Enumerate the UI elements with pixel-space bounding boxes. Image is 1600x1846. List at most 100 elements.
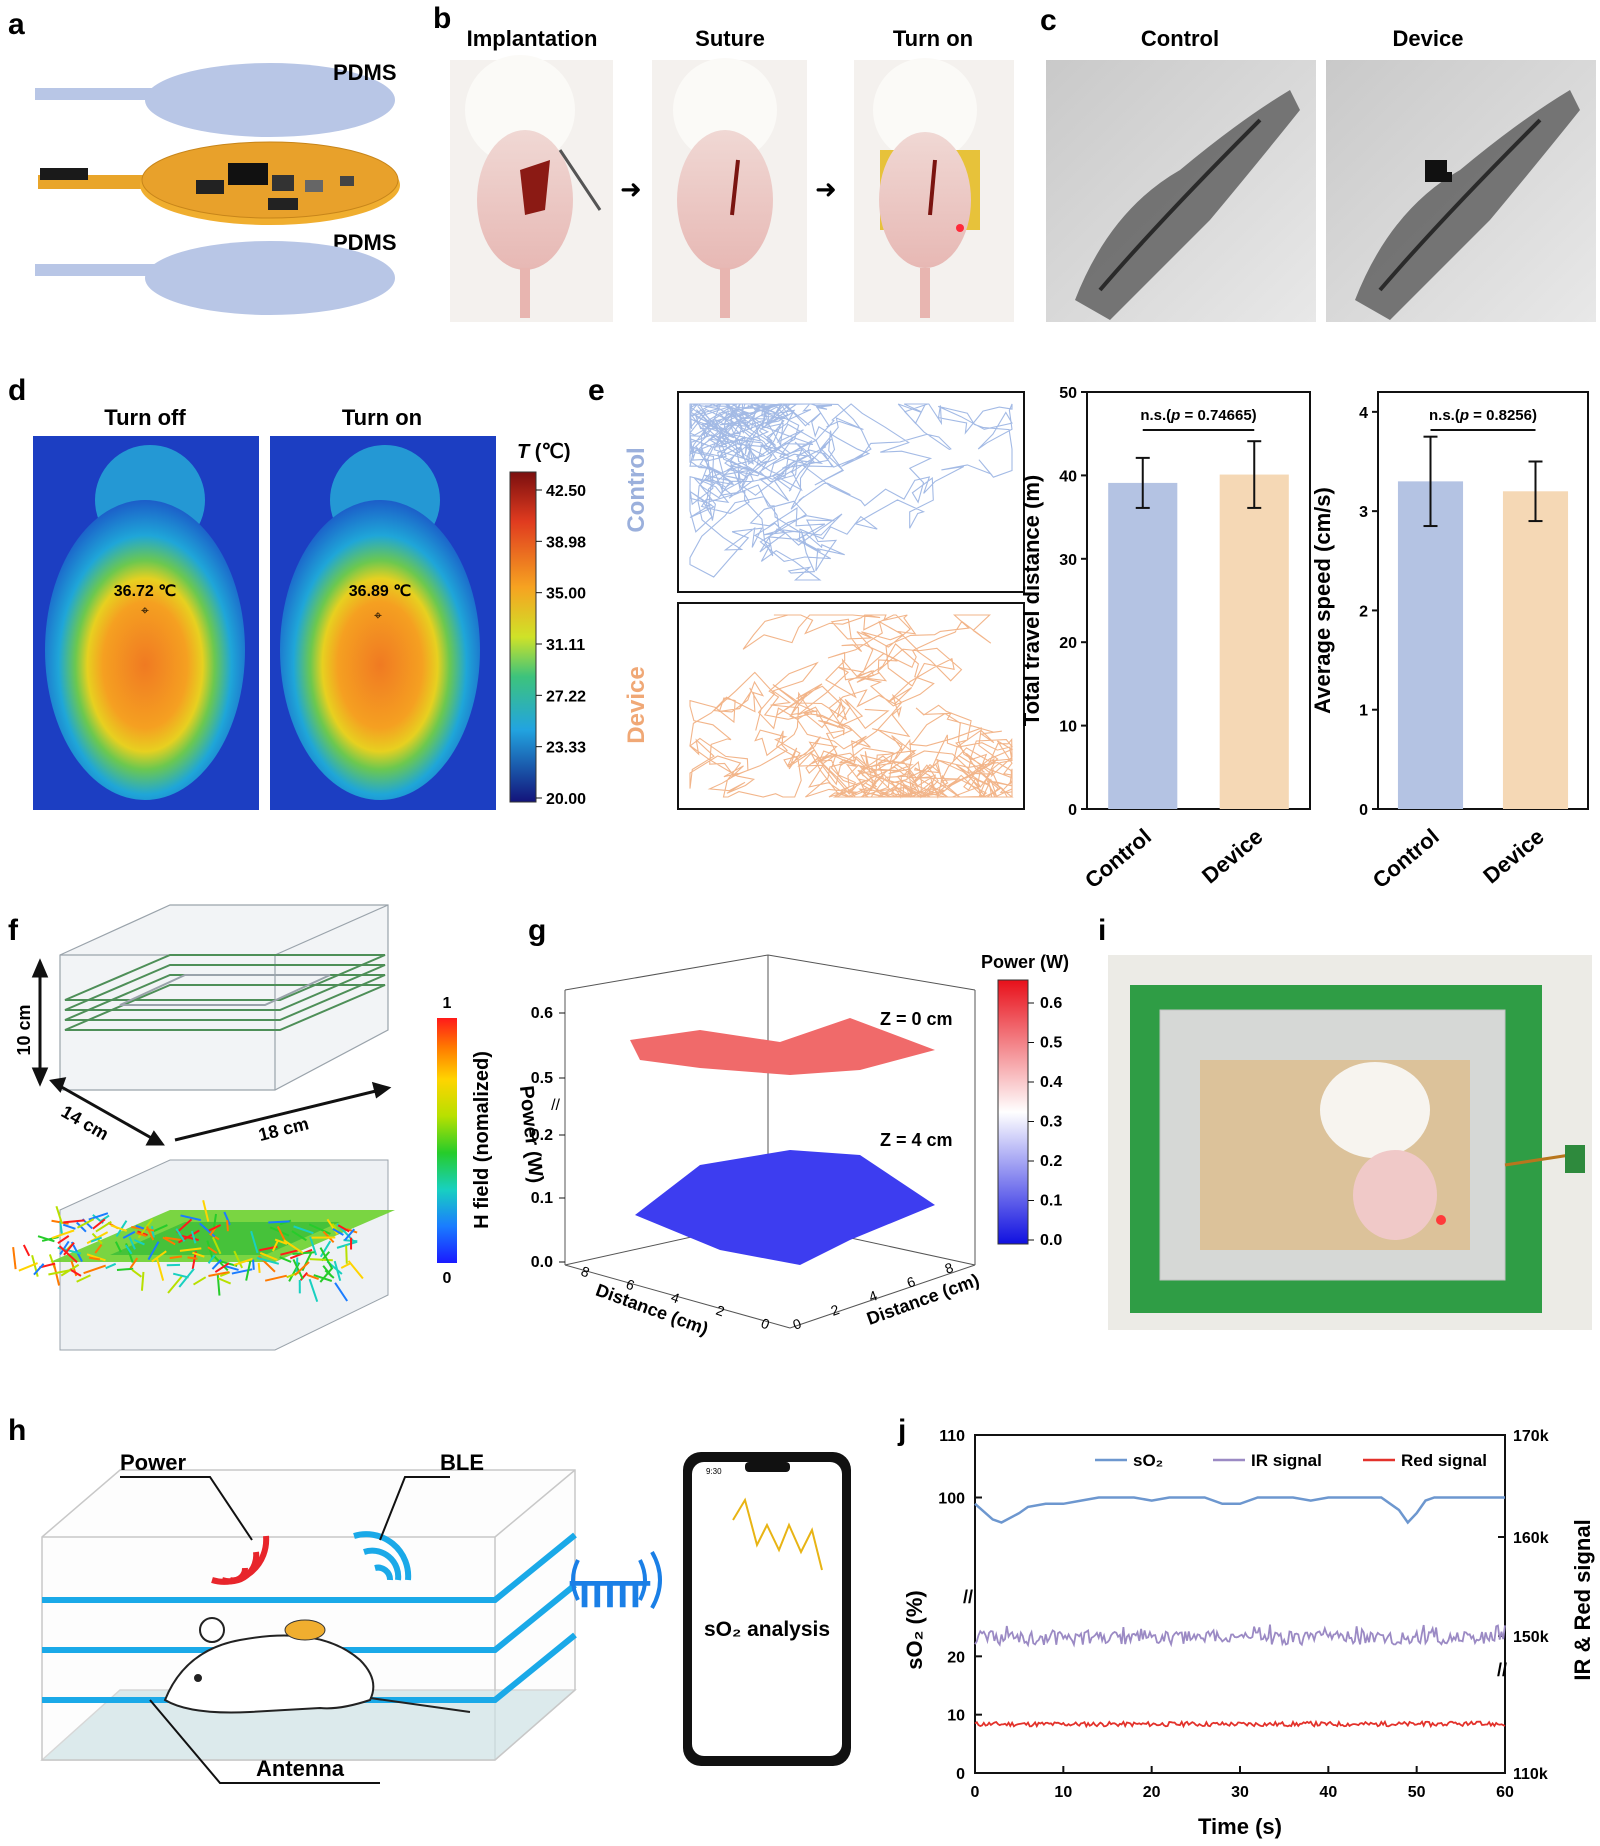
panel-letter-j: j xyxy=(897,1414,906,1447)
j-series-so2 xyxy=(974,1496,1505,1525)
temp-tick-label: 35.00 xyxy=(546,586,586,603)
panel-f: f 10 cm 14 cm 18 cm xyxy=(8,904,493,1351)
panel-h: h Power BLE Antenna xyxy=(8,1414,851,1784)
j-left-tick-label: 10 xyxy=(947,1708,965,1725)
field-arrow xyxy=(283,1239,304,1254)
surface-z0 xyxy=(630,1018,935,1075)
temp-tick-label: 42.50 xyxy=(546,483,586,500)
field-arrow xyxy=(33,1263,45,1276)
g-ytick-label: 4 xyxy=(867,1287,880,1305)
field-arrow xyxy=(172,1272,189,1279)
smartphone: 9:30 sO₂ analysis xyxy=(683,1452,851,1766)
j-right-axis-label: IR & Red signal xyxy=(1570,1519,1595,1680)
j-x-tick-label: 20 xyxy=(1143,1784,1161,1801)
dimension-arrows xyxy=(31,958,392,1146)
field-arrow xyxy=(259,1251,278,1261)
bluetooth-waves-icon xyxy=(571,1551,662,1609)
field-arrow xyxy=(337,1224,350,1233)
label-ble: BLE xyxy=(440,1450,484,1475)
field-arrow xyxy=(180,1234,199,1242)
field-arrow xyxy=(293,1225,314,1235)
xray-title-control: Control xyxy=(1141,26,1219,51)
field-arrow xyxy=(208,1271,230,1277)
field-arrow xyxy=(57,1235,70,1244)
field-arrow xyxy=(214,1262,230,1273)
pdms-bottom-layer xyxy=(35,241,395,315)
category-label: Device xyxy=(1478,824,1548,889)
power-colorbar xyxy=(997,979,1029,1245)
temp-tick-label: 31.11 xyxy=(546,637,585,654)
pdms-top-layer xyxy=(35,63,395,137)
field-arrow xyxy=(92,1218,106,1230)
surface-z4 xyxy=(635,1150,935,1265)
field-arrow xyxy=(48,1269,71,1276)
track-box-control xyxy=(677,391,1025,593)
arrow-2-icon: ➜ xyxy=(815,174,837,204)
field-arrow xyxy=(319,1247,333,1269)
field-arrow xyxy=(37,1235,55,1243)
field-arrow xyxy=(309,1236,318,1256)
power-tick-label: 0.4 xyxy=(1040,1074,1062,1091)
temp-tick-label: 23.33 xyxy=(546,740,586,757)
field-arrow xyxy=(344,1228,356,1241)
field-arrow xyxy=(128,1236,136,1250)
bar-plot-frame xyxy=(1086,391,1311,810)
panel-a: a PDMS PDMS xyxy=(8,8,400,315)
field-arrow xyxy=(313,1274,333,1282)
field-arrow xyxy=(55,1205,63,1225)
implant-device xyxy=(284,1619,326,1641)
photo-turn-on xyxy=(854,58,1014,322)
field-arrow xyxy=(334,1282,349,1302)
field-arrow xyxy=(226,1220,229,1232)
power-tick-label: 0.6 xyxy=(1040,995,1062,1012)
field-arrow xyxy=(63,1219,85,1224)
field-arrow xyxy=(206,1240,214,1260)
track-label-device: Device xyxy=(623,666,650,743)
field-arrow xyxy=(12,1247,17,1270)
bar-chart-travel-distance: 0 10 20 30 40 50 Control Device n.s.(p = 0.74665… xyxy=(1019,385,1311,893)
field-arrow xyxy=(332,1228,344,1236)
panel-c: c Control Device xyxy=(1040,4,1596,322)
field-arrow xyxy=(52,1262,61,1286)
field-arrow xyxy=(309,1258,333,1262)
g-ztick-label: 0.5 xyxy=(531,1070,553,1087)
dim-height: 10 cm xyxy=(14,1004,34,1055)
y-tick-label: 4 xyxy=(1359,405,1368,422)
j-x-tick-label: 0 xyxy=(971,1784,980,1801)
y-tick-label: 50 xyxy=(1059,385,1077,402)
y-axis-label: Average speed (cm/s) xyxy=(1310,487,1335,714)
y-tick-label: 30 xyxy=(1059,552,1077,569)
field-arrow xyxy=(129,1257,139,1269)
field-arrow xyxy=(76,1221,87,1233)
panel-g: g Z = 0 cm Z = 4 cm Power (W) 0.00.10.20… xyxy=(515,914,1069,1339)
y-tick-label: 3 xyxy=(1359,504,1368,521)
field-arrow xyxy=(193,1276,207,1286)
category-label: Control xyxy=(1368,824,1444,893)
power-cbar-title: Power (W) xyxy=(981,952,1069,972)
ble-signal-icon xyxy=(353,1531,412,1581)
field-arrow xyxy=(347,1260,364,1280)
panel-letter-b: b xyxy=(433,2,451,35)
panel-letter-a: a xyxy=(8,8,25,41)
z4-label: Z = 4 cm xyxy=(880,1130,953,1150)
panel-letter-e: e xyxy=(588,374,605,407)
y-tick-label: 1 xyxy=(1359,703,1368,720)
field-arrow xyxy=(180,1214,202,1222)
panel-letter-f: f xyxy=(8,914,19,947)
j-x-axis-label: Time (s) xyxy=(1198,1814,1282,1839)
field-arrow xyxy=(90,1236,103,1243)
circuit-board xyxy=(38,141,400,225)
field-arrow xyxy=(105,1262,117,1270)
photo-implantation xyxy=(450,55,613,322)
field-arrow xyxy=(62,1223,76,1230)
y-tick-label: 0 xyxy=(1359,802,1368,819)
step-suture: Suture xyxy=(695,26,765,51)
field-arrow xyxy=(268,1220,290,1224)
hfield-max: 1 xyxy=(443,995,452,1012)
field-arrow xyxy=(110,1224,128,1232)
step-implantation: Implantation xyxy=(467,26,598,51)
field-arrow xyxy=(86,1253,106,1262)
power-tick-label: 0.3 xyxy=(1040,1114,1062,1131)
field-arrow xyxy=(147,1241,160,1261)
field-arrow xyxy=(225,1265,239,1271)
